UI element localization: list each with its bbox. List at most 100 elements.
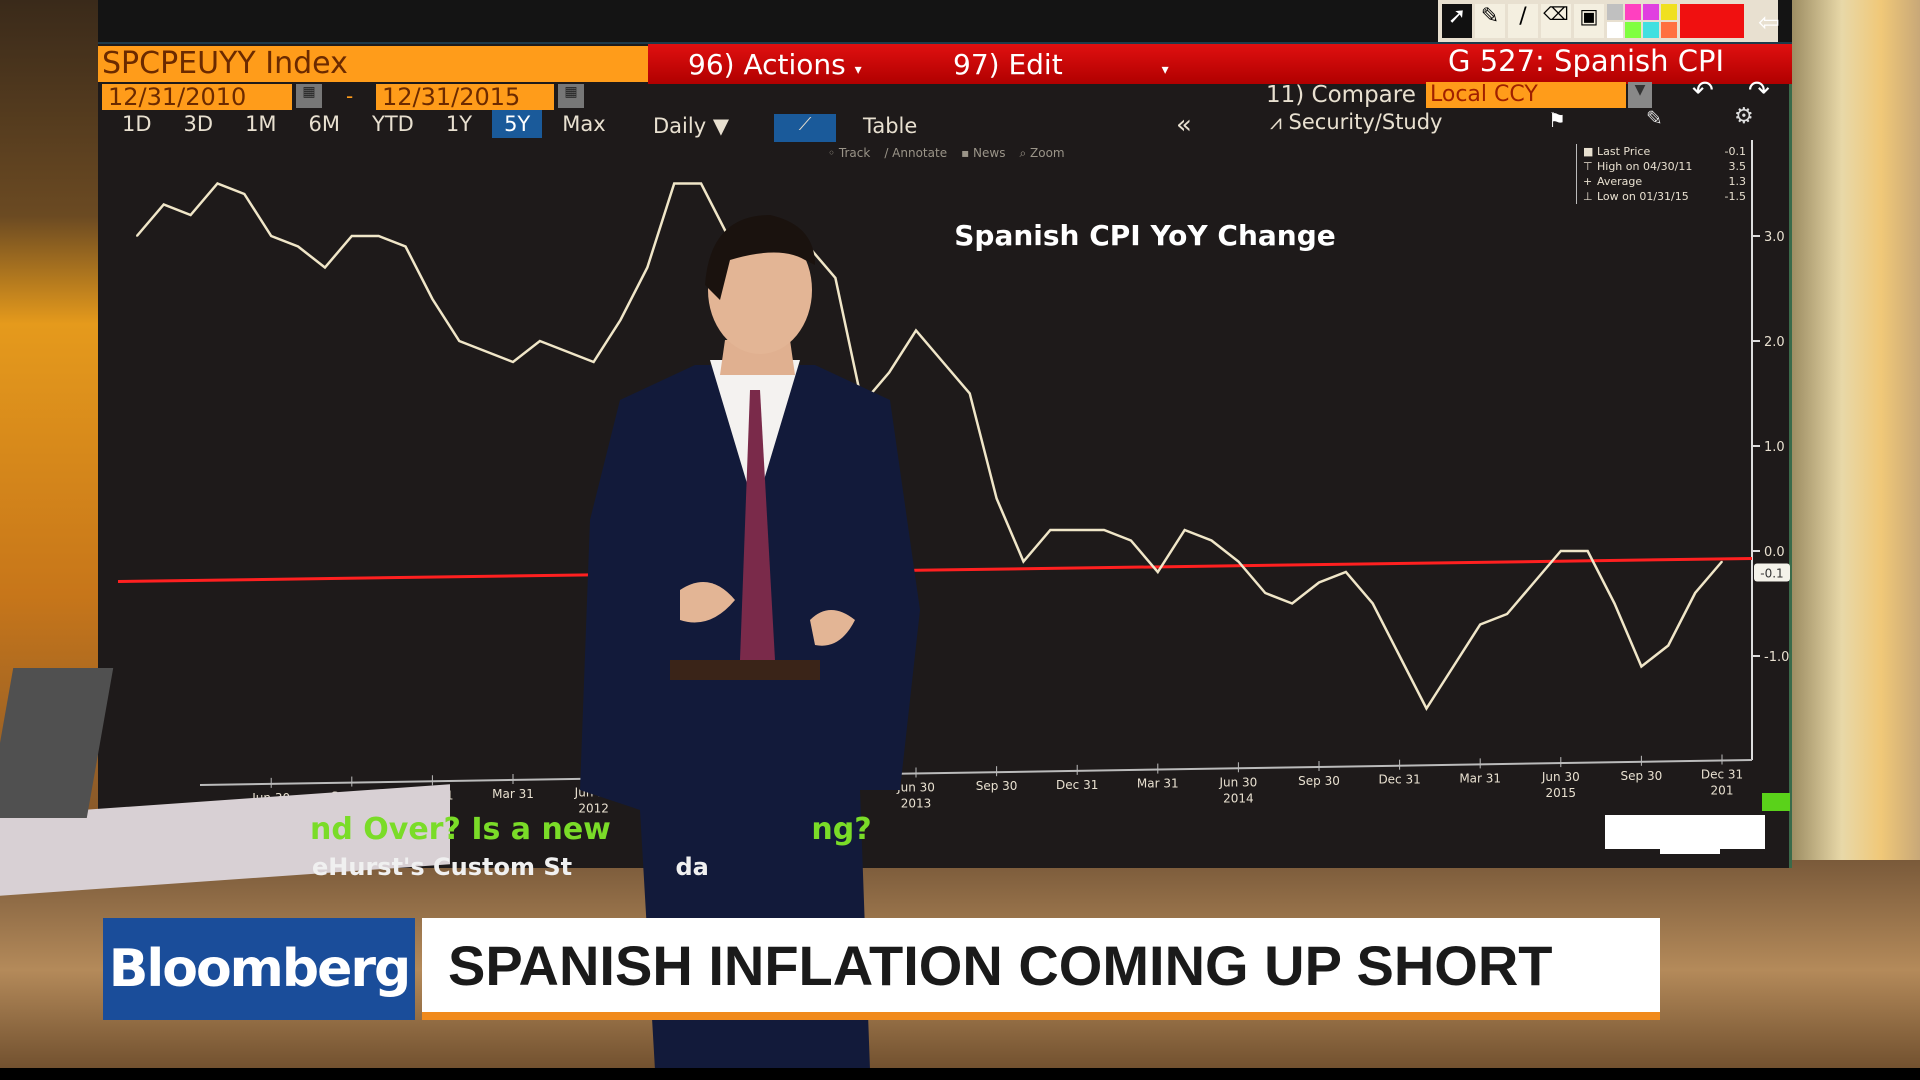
ticker-field[interactable]: SPCPEUYY Index — [98, 46, 648, 82]
pen-icon[interactable]: / — [1508, 4, 1538, 38]
data-point — [1130, 539, 1132, 542]
start-date-field[interactable]: 12/31/2010 — [102, 84, 292, 110]
end-date-field[interactable]: 12/31/2015 — [376, 84, 554, 110]
data-point — [995, 497, 998, 500]
flag-icon[interactable]: ⚑ — [1548, 108, 1566, 132]
x-tick-label: Mar 31 — [1137, 777, 1179, 791]
period-1d[interactable]: 1D — [122, 112, 152, 136]
chevron-down-icon[interactable]: ▼ — [1628, 82, 1652, 108]
compare-button[interactable]: 11) Compare — [1266, 82, 1416, 108]
color-swatch[interactable] — [1625, 4, 1641, 20]
color-swatch[interactable] — [1661, 22, 1677, 38]
pointer-icon[interactable]: ➚ — [1442, 4, 1472, 38]
y-tick-label: 0.0 — [1764, 545, 1785, 560]
edit-menu[interactable]: 97) Edit ▾ — [953, 48, 1169, 81]
data-point — [162, 203, 165, 206]
legend-label: High on 04/30/11 — [1597, 160, 1693, 173]
x-tick-label: Dec 31 — [1056, 778, 1098, 792]
legend-icon: ⊤ — [1583, 160, 1593, 173]
period-6m[interactable]: 6M — [308, 112, 341, 136]
x-tick-label: Mar 31 — [1459, 771, 1501, 785]
data-point — [1049, 529, 1052, 531]
period-5y[interactable]: 5Y — [492, 110, 543, 138]
x-tick-label: Sep 30 — [1298, 774, 1340, 788]
trash-icon[interactable]: ▣ — [1574, 4, 1604, 38]
edit-icon[interactable]: ✎ — [1646, 106, 1663, 130]
frequency-select[interactable]: Daily ▼ — [653, 114, 729, 138]
headline-text: SPANISH INFLATION COMING UP SHORT — [448, 933, 1553, 997]
data-point — [1533, 581, 1535, 584]
chart-legend: ■ Last Price -0.1 ⊤ High on 04/30/11 3.5 + Aver… — [1576, 144, 1746, 204]
export-icon[interactable]: ⇦ — [1758, 8, 1780, 38]
color-swatch[interactable] — [1607, 22, 1623, 38]
date-separator: - — [346, 84, 354, 108]
calendar-icon[interactable]: ▦ — [558, 84, 584, 108]
color-swatch[interactable] — [1661, 4, 1677, 20]
security-study-button[interactable]: ⩘ Security/Study — [1270, 110, 1443, 135]
color-swatches — [1607, 4, 1677, 38]
period-1y[interactable]: 1Y — [445, 112, 473, 136]
x-tick-label: Dec 31 — [1701, 767, 1743, 781]
eraser-icon[interactable]: ⌫ — [1541, 4, 1571, 38]
collapse-button[interactable]: « — [1176, 110, 1192, 140]
actions-menu[interactable]: 96) Actions ▾ — [688, 48, 862, 81]
ticker-line2-end: da — [675, 853, 709, 881]
last-price-line — [117, 557, 1753, 583]
color-swatch[interactable] — [1643, 22, 1659, 38]
line-chart-icon[interactable]: ⟋ — [774, 114, 836, 142]
table-button[interactable]: Table — [863, 114, 918, 138]
period-max[interactable]: Max — [562, 112, 606, 136]
dropdown-icon: ▾ — [1161, 62, 1169, 78]
actions-label: 96) Actions — [688, 48, 846, 81]
data-point — [700, 182, 702, 185]
tool-track[interactable]: ◦ Track — [828, 146, 871, 160]
x-tick-year: 2015 — [1546, 786, 1577, 800]
data-point — [834, 277, 837, 279]
legend-icon: + — [1583, 175, 1593, 188]
x-tick-year: 2013 — [901, 796, 932, 810]
x-tick-label: Sep 30 — [976, 779, 1018, 793]
legend-label: Average — [1597, 175, 1643, 188]
redo-icon[interactable]: ↷ — [1748, 76, 1770, 106]
data-point — [270, 235, 273, 237]
tool-zoom[interactable]: ⌕ Zoom — [1019, 146, 1065, 160]
data-point — [1345, 571, 1347, 573]
color-swatch[interactable] — [1625, 22, 1641, 38]
legend-value: -0.1 — [1724, 145, 1746, 158]
data-point — [619, 319, 622, 321]
data-point — [1667, 644, 1670, 647]
x-tick-label: Jun 30 — [896, 780, 935, 794]
data-point — [592, 361, 595, 363]
data-point — [243, 193, 246, 195]
data-point — [1318, 581, 1320, 584]
series-line — [135, 182, 1723, 712]
x-tick-label: Jun 30 — [1541, 770, 1580, 784]
y-tick-label: 3.0 — [1764, 230, 1785, 245]
data-point — [673, 182, 675, 185]
tool-annotate[interactable]: / Annotate — [884, 146, 948, 160]
line-chart: Spanish CPI YoY Change 3.0 2.0 1.0 0.0 -1.0 Ju… — [117, 140, 1790, 816]
data-point — [1264, 592, 1267, 594]
period-ytd[interactable]: YTD — [372, 112, 414, 136]
data-point — [1479, 623, 1481, 626]
color-swatch[interactable] — [1607, 4, 1623, 20]
data-point — [404, 245, 407, 248]
data-point — [1371, 602, 1374, 605]
annotation-palette: ➚ ✎ / ⌫ ▣ — [1438, 0, 1778, 42]
calendar-icon[interactable]: ▦ — [296, 84, 322, 108]
bloomberg-logo: Bloomberg — [103, 918, 415, 1020]
legend-row: ⊤ High on 04/30/11 3.5 — [1583, 159, 1746, 174]
caret-down-icon: ▼ — [712, 114, 729, 138]
period-3d[interactable]: 3D — [183, 112, 214, 136]
data-point — [1640, 665, 1643, 668]
pencil-icon[interactable]: ✎ — [1475, 4, 1505, 38]
currency-select[interactable]: Local CCY — [1426, 82, 1626, 108]
undo-icon[interactable]: ↶ — [1692, 76, 1714, 106]
color-current[interactable] — [1680, 4, 1744, 38]
gear-icon[interactable]: ⚙ — [1734, 104, 1754, 129]
color-swatch[interactable] — [1643, 4, 1659, 20]
period-1m[interactable]: 1M — [245, 112, 277, 136]
data-point — [1613, 602, 1616, 605]
bottom-bar — [0, 1068, 1920, 1080]
tool-news[interactable]: ▪ News — [961, 146, 1006, 160]
